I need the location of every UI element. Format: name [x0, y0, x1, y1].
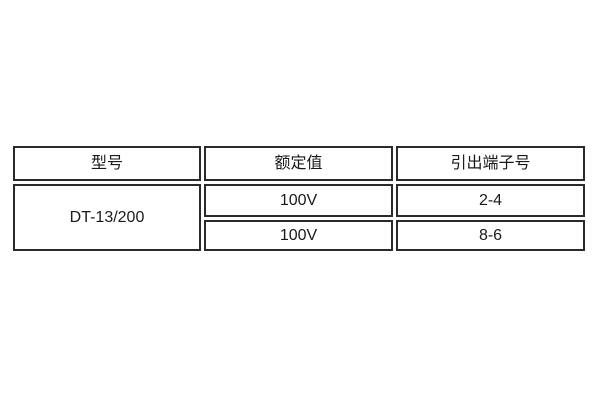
table-header-row: 型号 额定值 引出端子号 — [13, 146, 585, 181]
table-row: DT-13/200 100V 2-4 — [13, 184, 585, 251]
header-cell-rated-value: 额定值 — [204, 146, 393, 181]
spec-table-container: 型号 额定值 引出端子号 DT-13/200 100V 2-4 100V 8-6 — [10, 143, 588, 254]
header-cell-model: 型号 — [13, 146, 201, 181]
model-cell: DT-13/200 — [13, 184, 201, 251]
rated-value-cell: 100V — [204, 220, 393, 251]
terminal-no-cell: 2-4 — [396, 184, 585, 217]
spec-table: 型号 额定值 引出端子号 DT-13/200 100V 2-4 100V 8-6 — [10, 143, 588, 254]
terminal-no-cell: 8-6 — [396, 220, 585, 251]
rated-value-cell: 100V — [204, 184, 393, 217]
table-row: 100V 8-6 — [13, 220, 585, 251]
header-cell-terminal-no: 引出端子号 — [396, 146, 585, 181]
